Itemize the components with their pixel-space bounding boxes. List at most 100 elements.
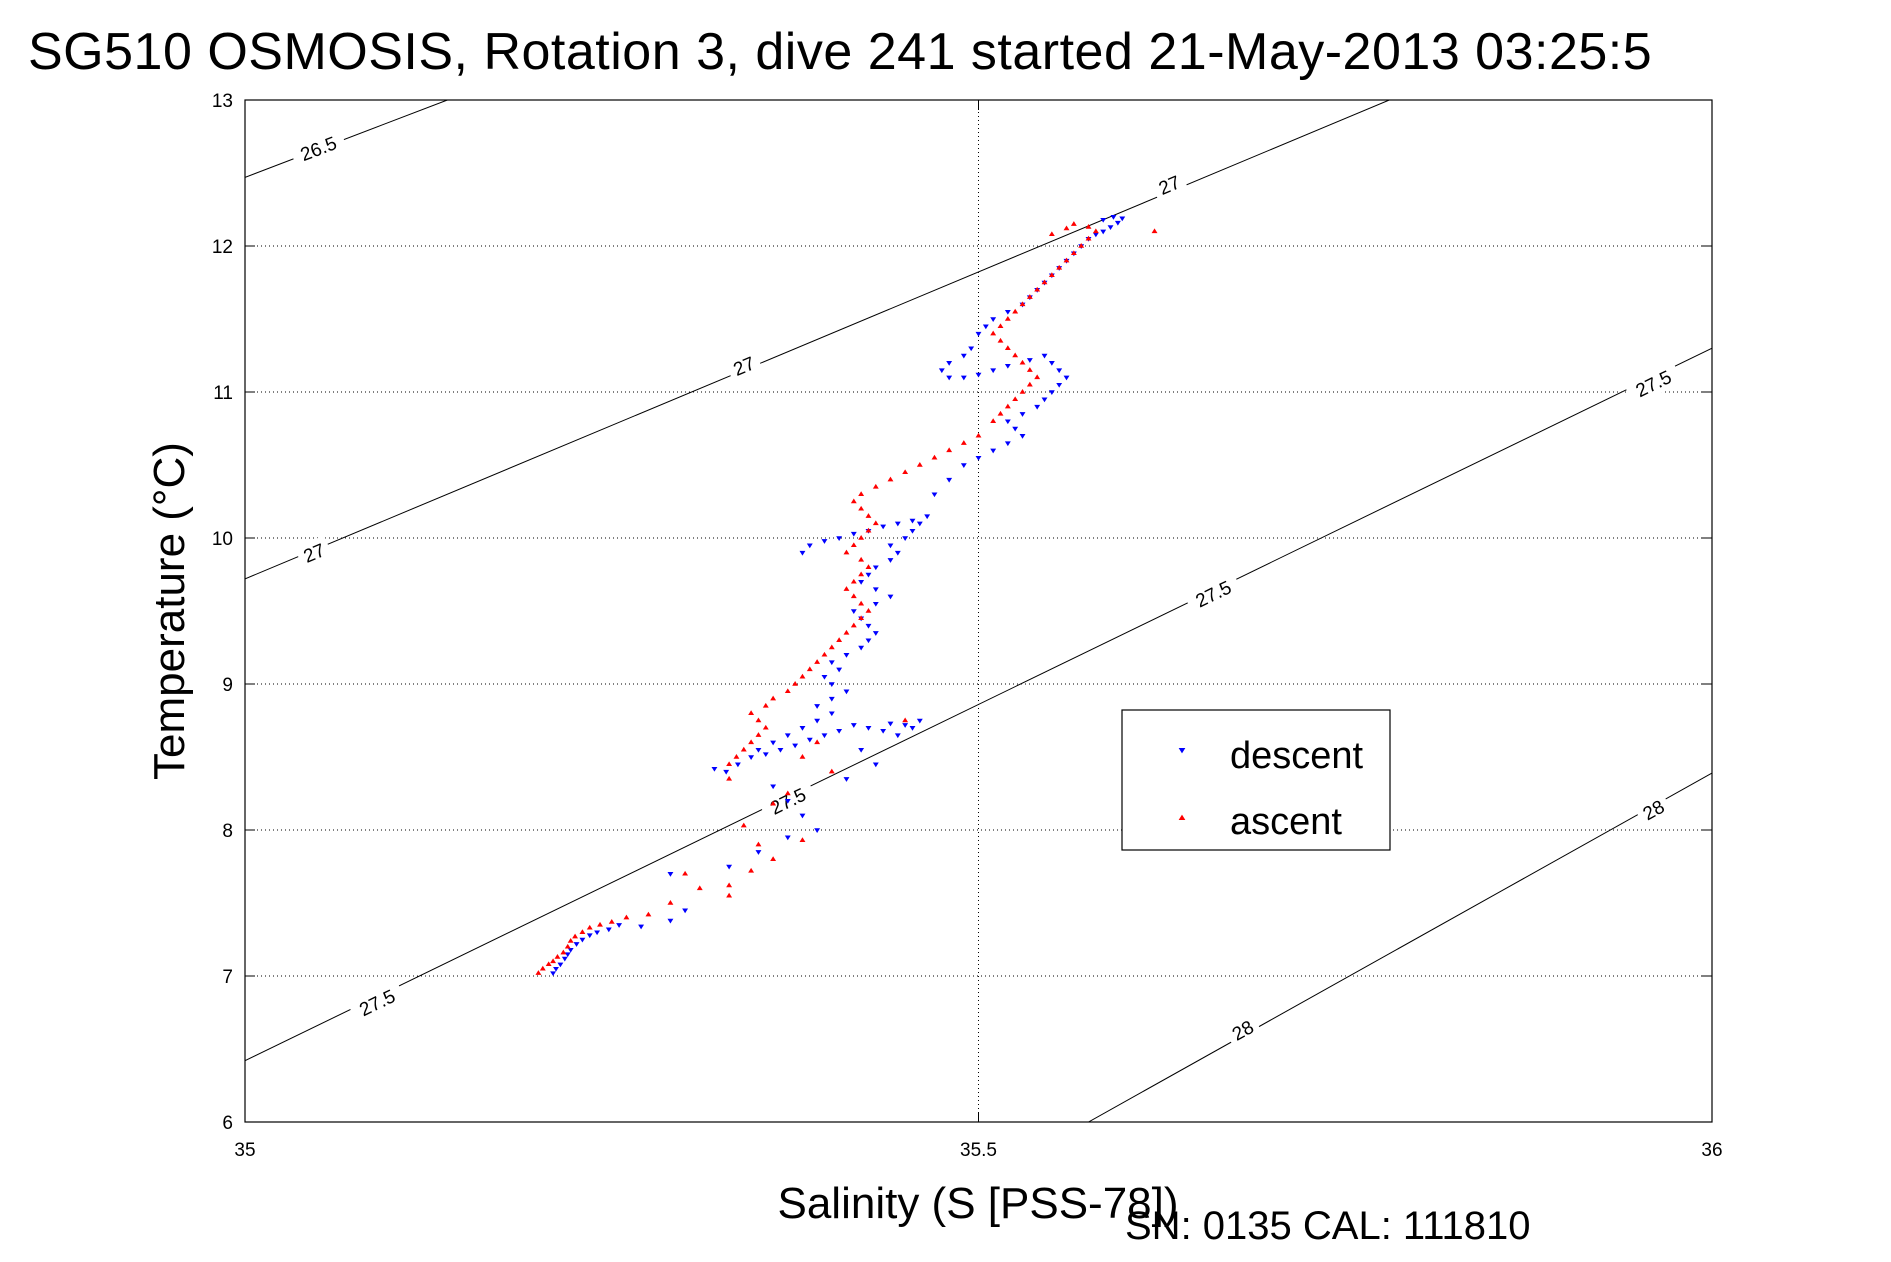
- descent-point: [605, 927, 612, 933]
- descent-point: [557, 962, 564, 968]
- ascent-point: [770, 856, 777, 861]
- descent-point: [806, 737, 813, 743]
- ascent-point: [1085, 235, 1092, 241]
- descent-point: [1048, 361, 1055, 366]
- ascent-point: [667, 900, 674, 905]
- descent-point: [865, 638, 872, 644]
- contour-label-bg: [1183, 570, 1243, 617]
- ascent-point: [726, 761, 733, 767]
- ascent-point: [931, 454, 938, 460]
- descent-point: [836, 728, 843, 734]
- descent-point: [894, 550, 901, 556]
- x-tick-label: 36: [1701, 1140, 1722, 1161]
- descent-point: [594, 930, 601, 936]
- descent-point: [902, 536, 909, 541]
- descent-point: [573, 942, 580, 947]
- descent-point: [843, 777, 850, 782]
- descent-point: [828, 682, 835, 687]
- contour-label-bg: [288, 127, 348, 170]
- ascent-point: [865, 564, 872, 569]
- descent-point: [770, 740, 777, 746]
- contour-label-bg: [347, 979, 407, 1025]
- descent-point: [858, 747, 865, 753]
- contour-label-group: 27: [294, 535, 334, 570]
- descent-point: [850, 531, 857, 537]
- descent-point: [734, 762, 741, 768]
- ascent-point: [902, 469, 909, 475]
- descent-point: [748, 755, 755, 760]
- ascent-point: [726, 882, 733, 888]
- legend-ascent-marker: [1178, 814, 1186, 820]
- descent-point: [553, 966, 559, 972]
- descent-point: [960, 375, 967, 381]
- ascent-point: [748, 867, 755, 873]
- ascent-point: [843, 629, 850, 635]
- contour-label-group: 27.5: [1623, 360, 1683, 406]
- ascent-point: [828, 768, 835, 774]
- descent-point: [828, 660, 835, 666]
- ascent-point: [858, 535, 865, 540]
- descent-point: [784, 733, 791, 739]
- descent-point: [814, 704, 821, 709]
- descent-point: [638, 924, 645, 930]
- descent-point: [1100, 229, 1107, 235]
- descent-point: [755, 850, 762, 855]
- isopycnal-26.5: [245, 100, 448, 178]
- ascent-point: [843, 586, 850, 591]
- data-points: [535, 215, 1158, 977]
- ascent-point: [792, 681, 799, 686]
- ascent-point: [784, 790, 791, 796]
- descent-point: [960, 353, 967, 359]
- ascent-point: [814, 659, 821, 664]
- ascent-point: [858, 600, 865, 606]
- contour-label-bg: [1149, 167, 1189, 202]
- descent-point: [880, 728, 887, 734]
- descent-point: [579, 937, 586, 943]
- descent-point: [975, 372, 982, 378]
- ascent-point: [1048, 272, 1055, 277]
- descent-point: [850, 609, 857, 614]
- y-tick-label: 13: [212, 91, 233, 112]
- descent-point: [843, 653, 850, 658]
- descent-point: [784, 835, 791, 841]
- density-contours: [245, 100, 1712, 1122]
- descent-point: [960, 463, 967, 468]
- ascent-point: [762, 724, 769, 730]
- descent-point: [567, 947, 574, 953]
- serial-calibration-footer: SN: 0135 CAL: 111810: [1125, 1204, 1531, 1248]
- ascent-point: [608, 919, 615, 924]
- descent-point: [946, 375, 953, 381]
- contour-label-bg: [294, 535, 334, 570]
- ascent-point: [990, 330, 997, 336]
- descent-point: [946, 361, 953, 366]
- descent-point: [909, 726, 916, 731]
- ascent-point: [539, 965, 546, 971]
- ascent-point: [726, 892, 733, 898]
- descent-point: [836, 667, 843, 673]
- descent-point: [1100, 217, 1107, 223]
- descent-point: [858, 580, 865, 585]
- ascent-point: [850, 593, 857, 599]
- ascent-point: [1019, 359, 1026, 365]
- descent-point: [872, 601, 879, 607]
- descent-point: [762, 752, 769, 758]
- contour-label-group: 27: [1149, 167, 1189, 202]
- ascent-point: [567, 937, 574, 943]
- y-tick-label: 9: [222, 675, 233, 696]
- descent-point: [887, 558, 894, 563]
- ascent-point: [586, 924, 593, 930]
- descent-point: [667, 872, 674, 877]
- ascent-point: [1004, 345, 1011, 350]
- ascent-point: [784, 688, 791, 694]
- ascent-point: [828, 644, 835, 650]
- contour-label-group: 27.5: [1183, 570, 1243, 617]
- descent-point: [1056, 368, 1063, 374]
- descent-point: [1056, 382, 1063, 388]
- ascent-point: [748, 710, 755, 715]
- ascent-point: [1034, 286, 1041, 292]
- ascent-point: [997, 323, 1004, 329]
- descent-point: [1119, 216, 1126, 222]
- ascent-point: [946, 447, 953, 453]
- descent-point: [1034, 404, 1041, 410]
